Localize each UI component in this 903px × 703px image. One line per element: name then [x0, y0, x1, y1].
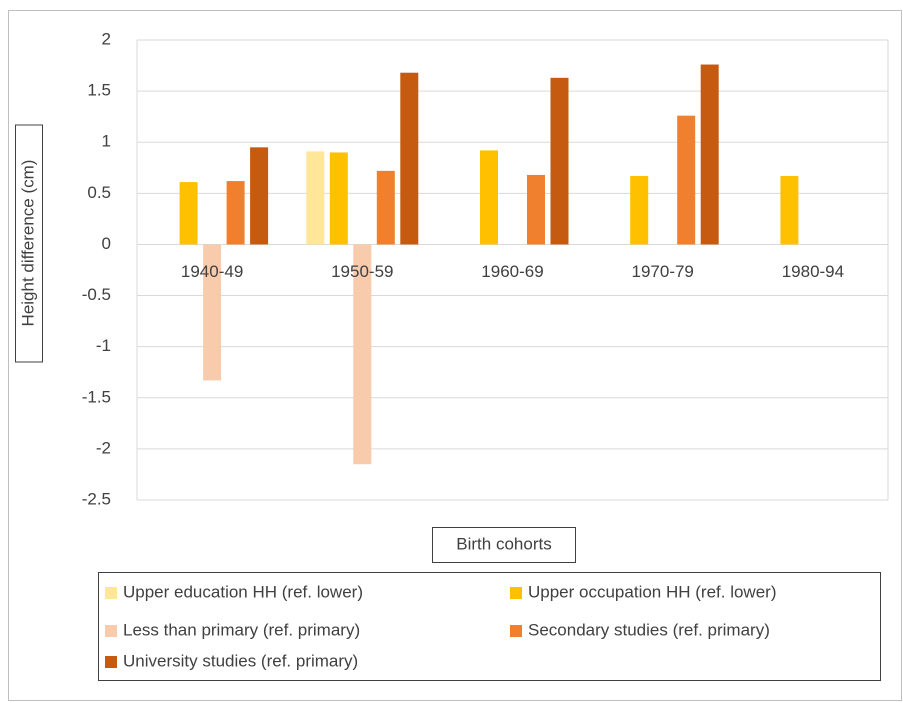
- legend-label: Upper education HH (ref. lower): [123, 582, 363, 601]
- y-tick-label: -1: [96, 336, 111, 355]
- y-tick-label: -1.5: [82, 387, 111, 406]
- legend-label: Secondary studies (ref. primary): [528, 620, 770, 639]
- y-tick-label: 0: [102, 234, 111, 253]
- y-tick-label: -2: [96, 438, 111, 457]
- legend-swatch: [105, 587, 117, 599]
- y-tick-label: -2.5: [82, 489, 111, 508]
- bar: [353, 244, 372, 465]
- x-axis-label: Birth cohorts: [456, 534, 551, 553]
- bar: [226, 181, 245, 245]
- x-tick-label: 1940-49: [181, 262, 243, 281]
- legend-swatch: [510, 587, 522, 599]
- bar: [179, 182, 198, 245]
- bar: [780, 175, 799, 245]
- legend-label: Less than primary (ref. primary): [123, 620, 360, 639]
- bar: [677, 115, 696, 245]
- legend-swatch: [105, 656, 117, 668]
- bar: [203, 244, 222, 381]
- x-tick-label: 1960-69: [481, 262, 543, 281]
- y-tick-label: 2: [102, 29, 111, 48]
- bar: [250, 147, 269, 245]
- bar: [630, 175, 649, 245]
- y-label-box: [15, 124, 43, 363]
- bar: [376, 170, 395, 245]
- y-tick-label: 1.5: [87, 81, 111, 100]
- y-tick-label: -0.5: [82, 285, 111, 304]
- y-axis-label: Height difference (cm): [18, 160, 37, 327]
- bar: [700, 64, 719, 245]
- x-tick-label: 1980-94: [782, 262, 844, 281]
- y-tick-label: 0.5: [87, 183, 111, 202]
- y-tick-label: 1: [102, 132, 111, 151]
- legend-label: Upper occupation HH (ref. lower): [528, 582, 776, 601]
- bar: [527, 174, 545, 245]
- legend-swatch: [105, 625, 117, 637]
- bar: [306, 151, 325, 245]
- chart-frame: [8, 10, 902, 701]
- bar: [480, 150, 498, 245]
- legend-swatch: [510, 625, 522, 637]
- legend-box: [98, 572, 881, 681]
- bar: [550, 77, 569, 245]
- x-tick-label: 1970-79: [632, 262, 694, 281]
- x-label-box: [432, 527, 576, 563]
- bar: [329, 152, 348, 245]
- legend-label: University studies (ref. primary): [123, 651, 358, 670]
- bar: [400, 72, 419, 245]
- x-tick-label: 1950-59: [331, 262, 393, 281]
